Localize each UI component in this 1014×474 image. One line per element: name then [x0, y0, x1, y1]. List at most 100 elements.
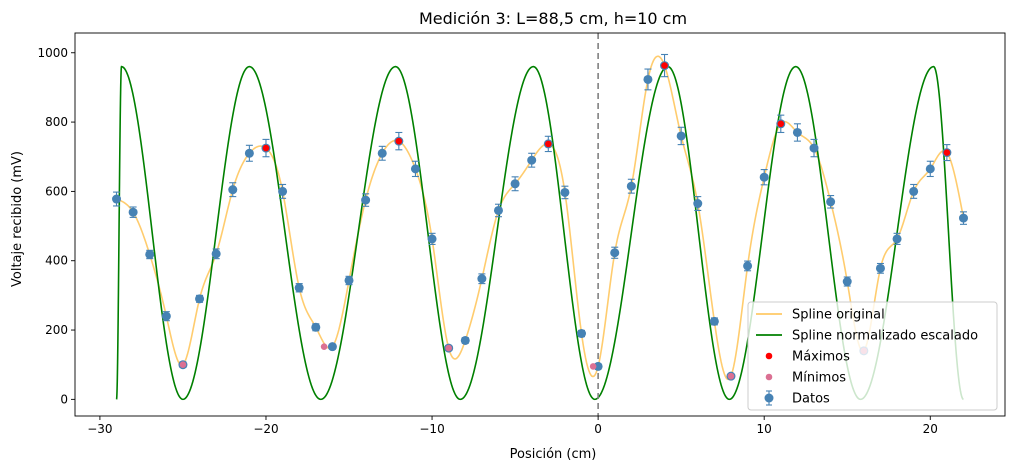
data-point — [112, 194, 122, 204]
data-point — [228, 185, 238, 195]
data-point — [460, 335, 470, 345]
y-tick-label: 800 — [45, 115, 68, 129]
maximum-point — [777, 120, 785, 128]
data-point — [311, 322, 321, 332]
data-point-group — [327, 342, 337, 352]
data-point — [211, 249, 221, 259]
data-point — [493, 205, 503, 215]
legend-swatch — [764, 393, 774, 403]
legend-box — [747, 301, 998, 411]
data-point-group — [278, 183, 288, 199]
data-point-group — [826, 195, 836, 209]
data-point — [377, 148, 387, 158]
data-point — [294, 283, 304, 293]
maximum-point — [262, 144, 270, 152]
data-point — [344, 275, 354, 285]
data-point — [958, 213, 968, 223]
legend-label: Mínimos — [792, 371, 846, 386]
data-point-group — [593, 361, 603, 371]
data-point — [759, 172, 769, 182]
maximum-point — [545, 140, 552, 148]
data-point-group — [560, 185, 570, 200]
data-point — [510, 179, 520, 189]
data-point — [410, 164, 420, 174]
data-point-group — [211, 248, 221, 260]
x-tick-label: −10 — [419, 422, 444, 436]
data-point — [826, 197, 836, 207]
maximum-point — [395, 137, 403, 145]
data-point-group — [643, 68, 653, 91]
data-point-group — [128, 206, 138, 218]
minimum-point — [179, 361, 187, 369]
x-tick-label: 0 — [594, 422, 602, 436]
data-point — [792, 127, 802, 137]
data-point-group — [743, 260, 753, 272]
data-point-group — [925, 160, 935, 178]
data-point — [875, 263, 885, 273]
data-point-group — [493, 203, 503, 218]
data-point — [743, 261, 753, 271]
legend-label: Máximos — [792, 350, 850, 365]
data-point-group — [377, 145, 387, 161]
data-point — [477, 274, 487, 284]
data-point-group — [610, 246, 620, 259]
data-point — [128, 207, 138, 217]
data-point — [626, 181, 636, 191]
data-point-group — [892, 232, 902, 245]
legend-label: Spline original — [792, 308, 885, 323]
legend-label: Datos — [792, 392, 830, 407]
data-point-group — [527, 152, 537, 168]
data-point — [195, 294, 205, 304]
plot-series — [112, 33, 968, 416]
data-point-group — [161, 311, 171, 322]
data-point — [610, 248, 620, 258]
data-point — [527, 155, 537, 165]
y-tick-label: 600 — [45, 184, 68, 198]
y-axis-label: Voltaje recibido (mV) — [10, 151, 25, 287]
data-point-group — [344, 275, 354, 286]
data-point-group — [112, 191, 122, 207]
data-point — [427, 234, 437, 244]
data-point — [709, 316, 719, 326]
data-point-group — [909, 183, 919, 199]
data-point — [560, 187, 570, 197]
data-point-group — [311, 322, 321, 332]
data-point-group — [410, 160, 420, 178]
maximum-point — [661, 62, 668, 69]
minimum-point — [727, 372, 735, 380]
data-point-group — [693, 196, 703, 212]
data-point-group — [709, 316, 719, 326]
data-point-group — [759, 169, 769, 186]
axes-frame — [74, 32, 1006, 417]
data-point-group — [676, 126, 686, 146]
data-point — [145, 249, 155, 259]
legend: Spline original Spline normalizado escala… — [747, 301, 998, 411]
data-point — [161, 311, 171, 321]
legend-label: Spline normalizado escalado — [792, 329, 978, 344]
data-point-group — [294, 283, 304, 293]
x-tick-label: 10 — [757, 422, 772, 436]
data-point — [909, 186, 919, 196]
data-point-group — [577, 329, 587, 339]
maximum-point — [943, 149, 951, 156]
y-tick-label: 0 — [60, 392, 68, 406]
data-point — [643, 74, 653, 84]
data-point — [361, 195, 371, 205]
data-point — [278, 186, 288, 196]
data-point-group — [792, 123, 802, 142]
data-point — [676, 131, 686, 141]
minimum-point — [320, 343, 328, 350]
data-point — [892, 234, 902, 244]
data-point — [842, 277, 852, 287]
data-point-group — [958, 211, 968, 225]
data-point-group — [195, 294, 205, 304]
data-point-group — [809, 138, 819, 158]
data-point — [693, 199, 703, 209]
y-tick-label: 400 — [45, 254, 68, 268]
x-tick-label: −30 — [87, 422, 112, 436]
chart-title: Medición 3: L=88,5 cm, h=10 cm — [419, 9, 687, 28]
data-point-group — [626, 178, 636, 194]
data-point-group — [875, 262, 885, 274]
